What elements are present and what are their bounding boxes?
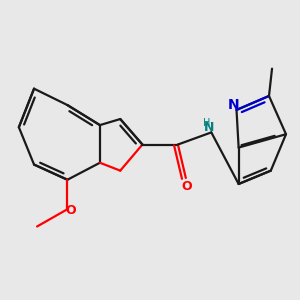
Text: N: N <box>204 121 214 134</box>
Text: O: O <box>182 180 192 193</box>
Text: N: N <box>228 98 239 112</box>
Text: H: H <box>203 118 211 128</box>
Text: O: O <box>65 204 76 217</box>
